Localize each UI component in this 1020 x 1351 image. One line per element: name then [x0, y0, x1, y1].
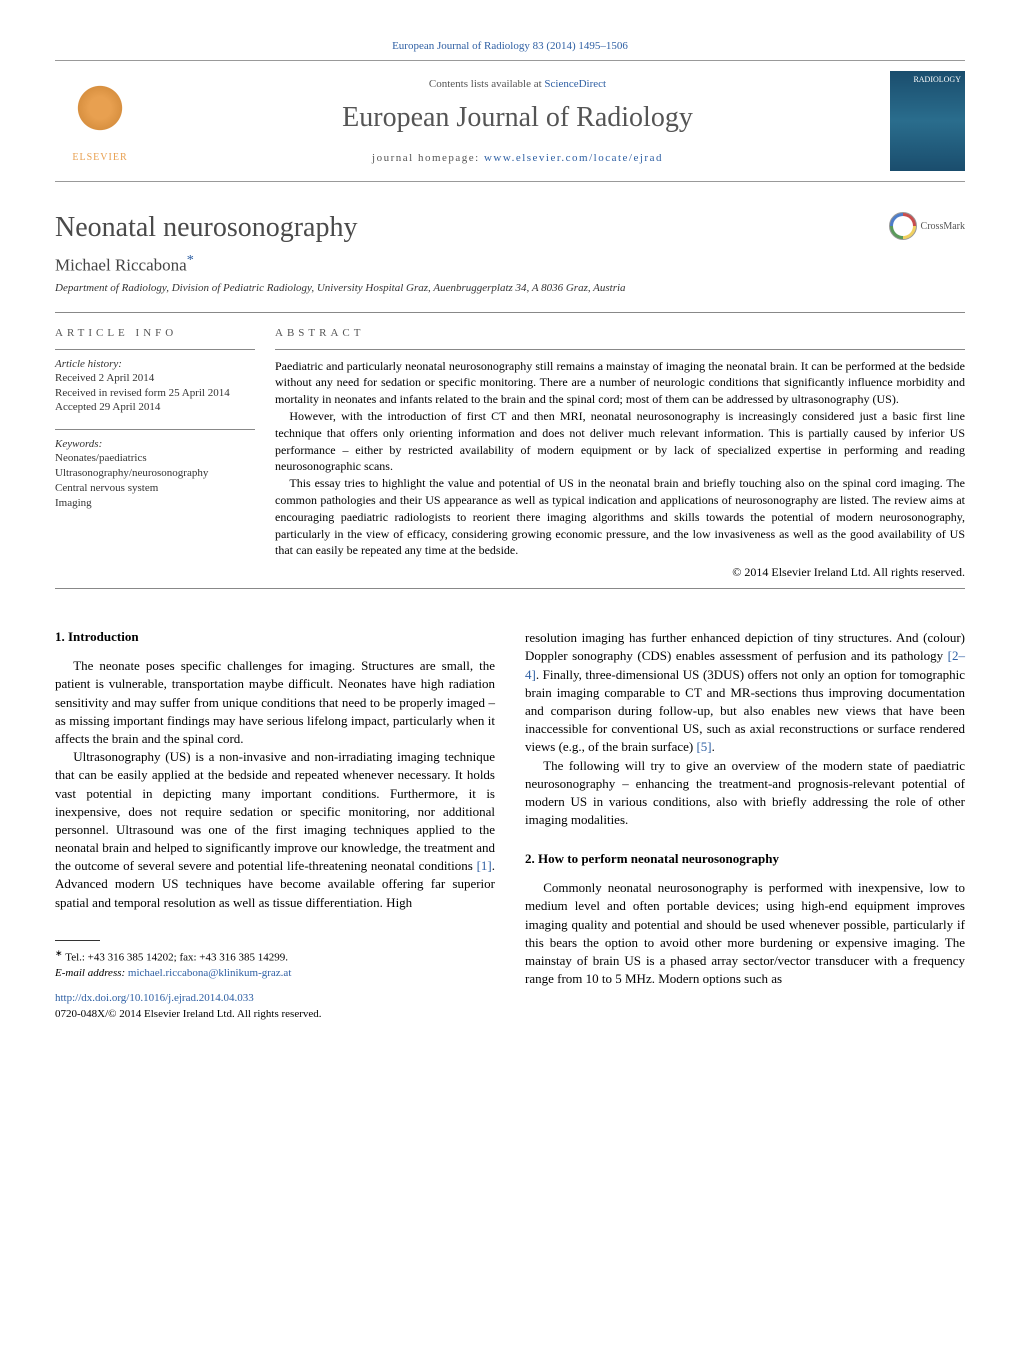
corresponding-author-marker[interactable]: * [187, 252, 194, 268]
title-row: Neonatal neurosonography CrossMark [55, 212, 965, 244]
keywords-label: Keywords: [55, 438, 255, 450]
keyword: Neonates/paediatrics [55, 451, 255, 466]
history-label: Article history: [55, 358, 255, 370]
elsevier-tree-icon [65, 80, 135, 150]
author-name: Michael Riccabona [55, 256, 187, 275]
divider [55, 349, 255, 350]
footnote-separator [55, 940, 100, 941]
body-paragraph: The neonate poses specific challenges fo… [55, 657, 495, 748]
author-email-link[interactable]: michael.riccabona@klinikum-graz.at [128, 967, 291, 979]
body-paragraph: The following will try to give an overvi… [525, 757, 965, 830]
issn-copyright-line: 0720-048X/© 2014 Elsevier Ireland Ltd. A… [55, 1008, 322, 1020]
abstract-copyright: © 2014 Elsevier Ireland Ltd. All rights … [275, 565, 965, 580]
history-received: Received 2 April 2014 [55, 371, 255, 386]
article-title: Neonatal neurosonography [55, 212, 357, 244]
body-columns: 1. Introduction The neonate poses specif… [55, 629, 965, 1022]
doi-link[interactable]: http://dx.doi.org/10.1016/j.ejrad.2014.0… [55, 992, 254, 1004]
crossmark-label: CrossMark [921, 221, 965, 232]
left-column: 1. Introduction The neonate poses specif… [55, 629, 495, 1022]
sciencedirect-link[interactable]: ScienceDirect [544, 78, 606, 90]
journal-header: ELSEVIER Contents lists available at Sci… [55, 60, 965, 182]
journal-cover-thumbnail: RADIOLOGY [890, 71, 965, 171]
history-accepted: Accepted 29 April 2014 [55, 400, 255, 415]
author-line: Michael Riccabona* [55, 252, 965, 276]
right-column: resolution imaging has further enhanced … [525, 629, 965, 1022]
abstract-paragraph: Paediatric and particularly neonatal neu… [275, 358, 965, 408]
keyword: Ultrasonography/neurosonography [55, 466, 255, 481]
text-run: Ultrasonography (US) is a non-invasive a… [55, 749, 495, 873]
crossmark-icon [889, 212, 917, 240]
footnote-marker: ∗ [55, 948, 63, 958]
text-run: . [712, 739, 715, 754]
email-label: E-mail address: [55, 967, 128, 979]
doi-block: http://dx.doi.org/10.1016/j.ejrad.2014.0… [55, 991, 495, 1022]
body-paragraph: resolution imaging has further enhanced … [525, 629, 965, 756]
abstract-column: abstract Paediatric and particularly neo… [275, 327, 965, 581]
page: European Journal of Radiology 83 (2014) … [0, 0, 1020, 1052]
article-info-column: article info Article history: Received 2… [55, 327, 275, 581]
homepage-link[interactable]: www.elsevier.com/locate/ejrad [484, 152, 663, 164]
abstract-paragraph: However, with the introduction of first … [275, 408, 965, 475]
header-center: Contents lists available at ScienceDirec… [160, 78, 875, 164]
elsevier-label: ELSEVIER [72, 152, 127, 163]
divider [55, 429, 255, 430]
body-paragraph: Ultrasonography (US) is a non-invasive a… [55, 748, 495, 912]
corresponding-author-footnote: ∗ Tel.: +43 316 385 14202; fax: +43 316 … [55, 947, 495, 981]
contents-prefix: Contents lists available at [429, 78, 544, 90]
affiliation: Department of Radiology, Division of Ped… [55, 282, 965, 294]
divider [55, 588, 965, 589]
info-abstract-row: article info Article history: Received 2… [55, 313, 965, 589]
article-info-heading: article info [55, 327, 255, 339]
section-heading-intro: 1. Introduction [55, 629, 495, 645]
journal-name: European Journal of Radiology [160, 102, 875, 134]
abstract-heading: abstract [275, 327, 965, 339]
footnote-tel: Tel.: +43 316 385 14202; fax: +43 316 38… [63, 952, 288, 964]
elsevier-logo: ELSEVIER [55, 74, 145, 169]
contents-available-line: Contents lists available at ScienceDirec… [160, 78, 875, 90]
crossmark-badge[interactable]: CrossMark [889, 212, 965, 240]
abstract-paragraph: This essay tries to highlight the value … [275, 475, 965, 559]
journal-homepage-line: journal homepage: www.elsevier.com/locat… [160, 152, 875, 164]
divider [275, 349, 965, 350]
citation-link[interactable]: [5] [696, 739, 711, 754]
citation-link[interactable]: [1] [477, 858, 492, 873]
top-citation: European Journal of Radiology 83 (2014) … [55, 40, 965, 52]
homepage-prefix: journal homepage: [372, 152, 484, 164]
keyword: Central nervous system [55, 481, 255, 496]
section-heading-howto: 2. How to perform neonatal neurosonograp… [525, 851, 965, 867]
body-paragraph: Commonly neonatal neurosonography is per… [525, 879, 965, 988]
keyword: Imaging [55, 496, 255, 511]
text-run: resolution imaging has further enhanced … [525, 630, 965, 663]
text-run: . Finally, three-dimensional US (3DUS) o… [525, 667, 965, 755]
history-revised: Received in revised form 25 April 2014 [55, 386, 255, 401]
